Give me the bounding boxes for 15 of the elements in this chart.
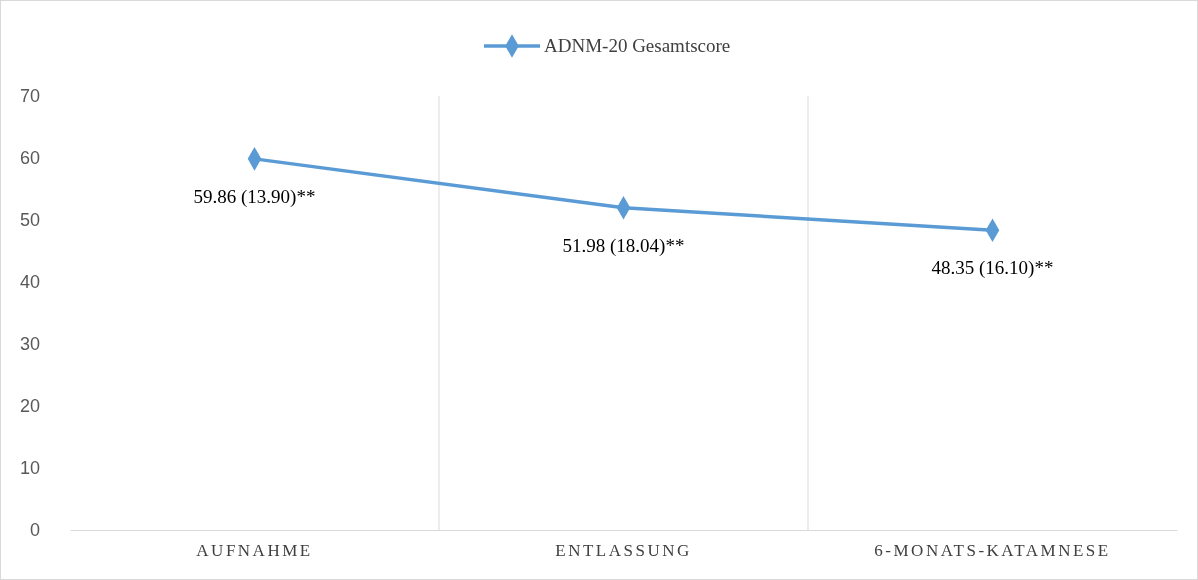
- x-tick-label: 6-MONATS-KATAMNESE: [874, 541, 1111, 561]
- y-tick-label: 0: [29, 520, 40, 541]
- y-tick-label: 60: [19, 148, 40, 169]
- y-tick-label: 70: [19, 86, 40, 107]
- data-label: 51.98 (18.04)**: [562, 234, 685, 257]
- y-tick-label: 20: [19, 396, 40, 417]
- y-tick-label: 30: [19, 334, 40, 355]
- data-label: 48.35 (16.10)**: [931, 257, 1054, 280]
- data-label: 59.86 (13.90)**: [193, 185, 316, 208]
- x-tick-label: AUFNAHME: [196, 541, 313, 561]
- x-tick-label: ENTLASSUNG: [555, 541, 692, 561]
- y-tick-label: 10: [19, 458, 40, 479]
- y-tick-label: 50: [19, 210, 40, 231]
- y-tick-label: 40: [19, 272, 40, 293]
- legend-label: ADNM-20 Gesamtscore: [544, 35, 731, 56]
